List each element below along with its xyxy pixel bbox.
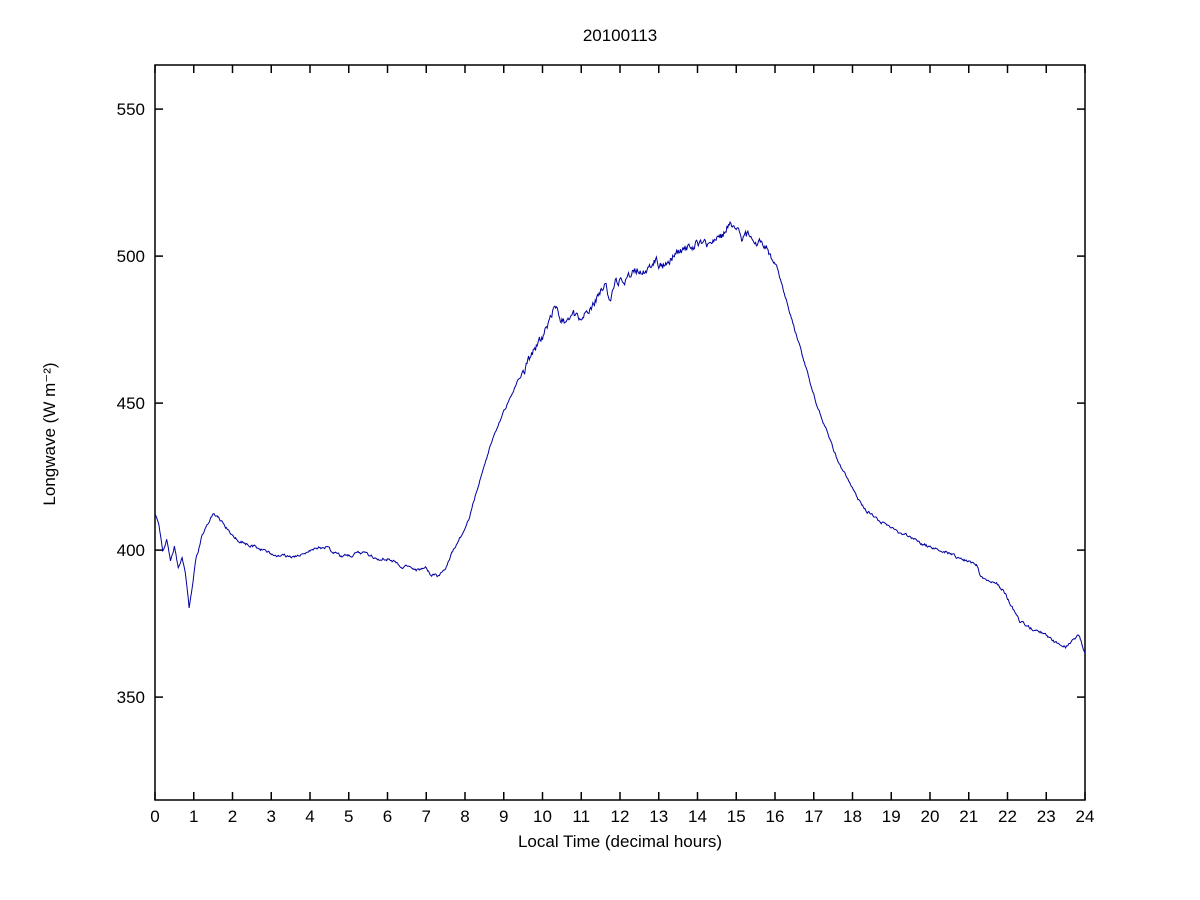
y-tick-label: 400 [117,541,145,560]
x-tick-label: 13 [649,807,668,826]
y-tick-label: 550 [117,100,145,119]
x-tick-label: 22 [998,807,1017,826]
x-tick-label: 12 [611,807,630,826]
y-tick-label: 450 [117,394,145,413]
y-tick-label: 500 [117,247,145,266]
x-tick-label: 10 [533,807,552,826]
chart-title: 20100113 [582,26,658,45]
x-tick-label: 5 [344,807,353,826]
x-tick-label: 18 [843,807,862,826]
x-tick-label: 15 [727,807,746,826]
x-tick-label: 20 [921,807,940,826]
x-tick-label: 23 [1037,807,1056,826]
x-tick-label: 21 [959,807,978,826]
x-axis-label: Local Time (decimal hours) [517,832,723,851]
y-tick-label: 350 [117,688,145,707]
axes-box [154,64,1086,801]
x-tick-label: 11 [572,807,590,826]
x-tick-label: 0 [150,807,159,826]
x-tick-label: 19 [882,807,901,826]
x-tick-label: 17 [804,807,823,826]
x-tick-label: 1 [189,807,198,826]
x-tick-label: 16 [766,807,785,826]
x-tick-label: 7 [422,807,431,826]
x-tick-label: 14 [688,807,707,826]
y-axis-label: Longwave (W m⁻²) [40,362,59,506]
data-series-line [154,220,1086,654]
x-tick-label: 4 [305,807,314,826]
x-tick-label: 2 [228,807,237,826]
x-tick-label: 24 [1076,807,1095,826]
x-tick-label: 9 [499,807,508,826]
x-tick-label: 6 [383,807,392,826]
x-tick-label: 8 [460,807,469,826]
x-tick-label: 3 [267,807,276,826]
